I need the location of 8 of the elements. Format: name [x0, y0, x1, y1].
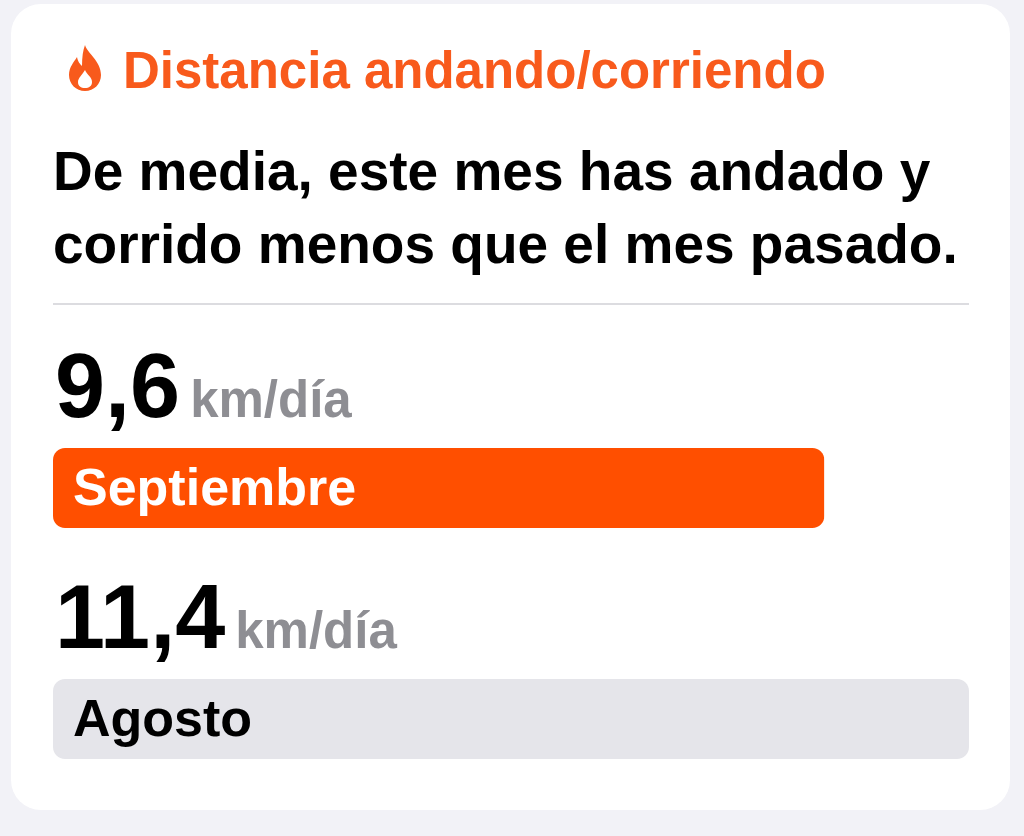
- chart-subtitle: De media, este mes has andado y corrido menos que el mes pasado.: [53, 139, 959, 277]
- x-axis-title: km/día: [190, 371, 353, 428]
- chart-title: Distancia andando/corriendo: [123, 42, 826, 99]
- data-label: 9,6: [55, 336, 181, 436]
- data-label: 11,4: [55, 567, 226, 667]
- y-tick-label: Agosto: [73, 689, 253, 747]
- y-tick-label: Septiembre: [73, 458, 357, 516]
- text: km/día: [235, 602, 397, 659]
